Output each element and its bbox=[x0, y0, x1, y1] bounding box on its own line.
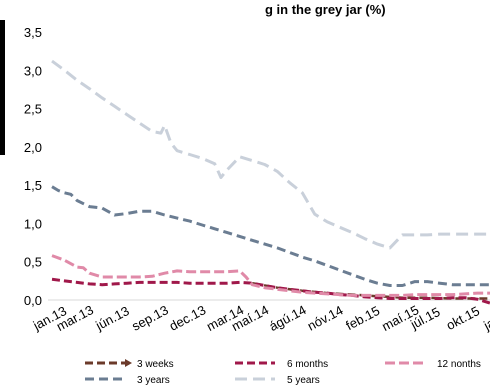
x-tick-label: nóv.14 bbox=[305, 302, 346, 333]
title-mask bbox=[0, 0, 490, 22]
x-tick-label: jan.16 bbox=[480, 303, 490, 333]
legend-label: 6 months bbox=[287, 359, 328, 370]
y-tick-label: 0,5 bbox=[24, 255, 42, 270]
chart-title: g in the grey jar (%) bbox=[265, 2, 386, 17]
y-tick-label: 1,0 bbox=[24, 216, 42, 231]
series-line-5-years bbox=[51, 59, 490, 250]
x-axis-ticks: jan.13mar.13jún.13sep.13dec.13mar.14maí.… bbox=[30, 302, 490, 334]
x-tick-label: jún.13 bbox=[92, 303, 131, 333]
series-line-6-months bbox=[51, 277, 490, 305]
y-tick-label: 3,0 bbox=[24, 63, 42, 78]
y-tick-label: 2,5 bbox=[24, 102, 42, 117]
legend-label: 5 years bbox=[287, 375, 320, 386]
y-tick-label: 1,5 bbox=[24, 178, 42, 193]
x-tick-label: okt.15 bbox=[444, 303, 482, 333]
x-tick-label: dec.13 bbox=[167, 302, 209, 334]
x-tick-label: ágú.14 bbox=[267, 302, 309, 334]
y-tick-label: 3,5 bbox=[24, 25, 42, 40]
y-tick-label: 0,0 bbox=[24, 293, 42, 308]
legend-arrow-icon bbox=[125, 359, 132, 367]
left-edge-bar bbox=[0, 20, 5, 155]
legend-label: 3 years bbox=[137, 375, 170, 386]
x-tick-label: sep.13 bbox=[129, 302, 171, 334]
legend-label: 12 nonths bbox=[437, 359, 481, 370]
series-layer bbox=[51, 59, 490, 305]
legend: 3 weeks 6 months 12 nonths 3 years 5 years bbox=[85, 359, 481, 386]
y-tick-label: 2,0 bbox=[24, 140, 42, 155]
y-axis-ticks: 0,0 0,5 1,0 1,5 2,0 2,5 3,0 3,5 bbox=[24, 25, 42, 308]
series-line-12-nonths bbox=[51, 254, 490, 297]
x-tick-label: feb.15 bbox=[343, 303, 382, 333]
legend-label: 3 weeks bbox=[137, 359, 174, 370]
series-line-3-years bbox=[51, 185, 490, 287]
